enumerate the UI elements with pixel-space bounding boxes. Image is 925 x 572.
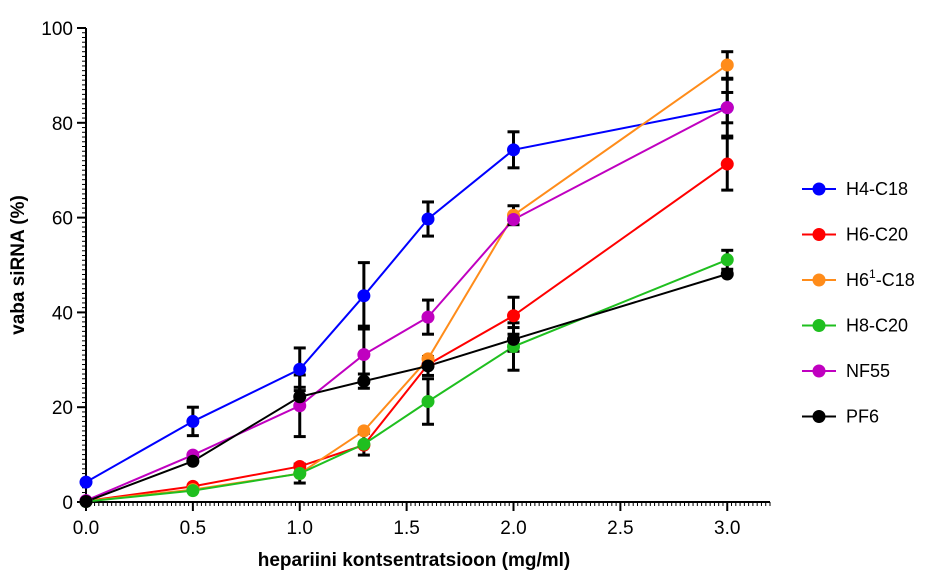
x-tick-label: 1.5 bbox=[393, 518, 419, 539]
data-point-H8-C20 bbox=[357, 437, 371, 451]
data-point-H6-C20 bbox=[507, 309, 520, 323]
legend-item-H61-C18: H61-C18 bbox=[802, 267, 915, 290]
legend-marker bbox=[812, 228, 826, 241]
legend: H4-C18 H6-C20 H61-C18 H8-C20 NF55 PF6 bbox=[802, 179, 915, 427]
x-tick-label: 0.5 bbox=[180, 518, 206, 539]
data-point-PF6 bbox=[357, 374, 371, 388]
data-point-H6-C20 bbox=[720, 157, 734, 171]
y-tick-label: 80 bbox=[52, 114, 73, 135]
x-tick-label: 3.0 bbox=[714, 518, 740, 539]
legend-marker bbox=[812, 410, 826, 423]
data-point-H4-C18 bbox=[357, 289, 371, 303]
legend-marker bbox=[812, 319, 826, 332]
x-tick-label: 0.0 bbox=[73, 518, 99, 539]
series-line-H6-C20 bbox=[85, 163, 728, 503]
data-point-H8-C20 bbox=[293, 467, 307, 481]
data-point-NF55 bbox=[507, 212, 520, 226]
y-tick-label: 100 bbox=[41, 19, 73, 40]
axes: 0 20 40 60 80 100 0.0 0.5 1.0 1.5 2.0 2.5 3.0 bbox=[41, 19, 771, 539]
data-point-H8-C20 bbox=[720, 253, 734, 267]
series-line-H61-C18 bbox=[85, 64, 728, 503]
legend-label: H8-C20 bbox=[846, 316, 908, 336]
legend-label: NF55 bbox=[846, 361, 890, 381]
legend-item-NF55: NF55 bbox=[802, 361, 890, 381]
data-point-H4-C18 bbox=[186, 414, 200, 428]
data-point-H61-C18 bbox=[357, 424, 371, 438]
data-point-NF55 bbox=[720, 101, 734, 115]
data-point-PF6 bbox=[79, 495, 93, 509]
data-point-H8-C20 bbox=[421, 395, 435, 409]
data-point-NF55 bbox=[357, 348, 371, 362]
data-point-H8-C20 bbox=[186, 484, 200, 498]
series-line-PF6 bbox=[85, 273, 728, 503]
legend-marker bbox=[812, 273, 826, 287]
y-tick-label: 20 bbox=[52, 398, 73, 419]
data-point-H4-C18 bbox=[507, 143, 520, 157]
legend-marker bbox=[812, 182, 826, 196]
data-point-PF6 bbox=[421, 359, 435, 373]
data-point-H4-C18 bbox=[421, 212, 435, 226]
data-point-NF55 bbox=[421, 310, 435, 324]
legend-label: PF6 bbox=[846, 407, 879, 427]
data-point-H61-C18 bbox=[720, 58, 734, 72]
y-tick-label: 0 bbox=[62, 493, 73, 514]
legend-label: H6-C20 bbox=[846, 225, 908, 245]
data-point-PF6 bbox=[293, 390, 307, 404]
legend-label: H4-C18 bbox=[846, 179, 908, 199]
x-tick-label: 1.0 bbox=[287, 518, 313, 539]
x-axis-title: hepariini kontsentratsioon (mg/ml) bbox=[258, 550, 570, 571]
x-tick-label: 2.5 bbox=[607, 518, 633, 539]
data-point-PF6 bbox=[720, 267, 734, 281]
legend-item-H8-C20: H8-C20 bbox=[802, 316, 908, 336]
data-point-NF55 bbox=[293, 399, 307, 413]
legend-item-PF6: PF6 bbox=[802, 407, 879, 427]
data-point-H4-C18 bbox=[293, 362, 307, 376]
data-point-H4-C18 bbox=[79, 475, 93, 489]
legend-marker bbox=[812, 364, 826, 378]
x-tick-label: 2.0 bbox=[500, 518, 526, 539]
data-point-PF6 bbox=[186, 454, 200, 468]
legend-item-H4-C18: H4-C18 bbox=[802, 179, 908, 199]
y-tick-label: 40 bbox=[52, 303, 73, 324]
y-axis-title: vaba siRNA (%) bbox=[8, 195, 29, 335]
legend-item-H6-C20: H6-C20 bbox=[802, 225, 908, 245]
y-tick-label: 60 bbox=[52, 209, 73, 230]
legend-label: H61-C18 bbox=[846, 267, 915, 290]
plot-area bbox=[79, 50, 734, 509]
data-point-PF6 bbox=[507, 332, 520, 346]
series-line-H4-C18 bbox=[85, 106, 728, 483]
